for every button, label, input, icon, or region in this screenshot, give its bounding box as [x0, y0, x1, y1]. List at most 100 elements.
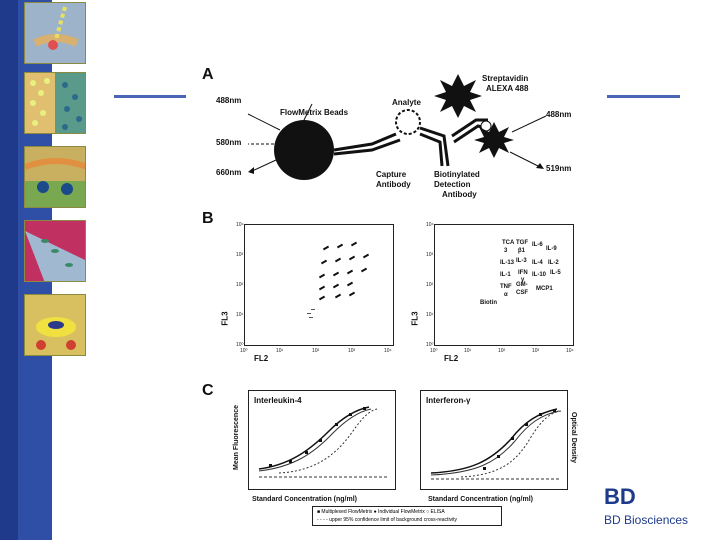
detect-label-1: Biotinylated — [434, 170, 480, 179]
panel-c-letter: C — [202, 382, 214, 399]
thumbnail-5 — [24, 294, 86, 356]
b-left-y-tick-1: 10¹ — [236, 312, 244, 318]
b-left-x-tick-1: 10¹ — [276, 348, 284, 354]
cyt-gm: GM- — [516, 282, 528, 288]
b-left-x-tick-2: 10² — [312, 348, 320, 354]
capture-label-1: Capture — [376, 170, 407, 179]
cyt-il3: IL-3 — [516, 258, 527, 264]
wavelength-488-right: 488nm — [546, 110, 572, 119]
b-left-x-tick-3: 10³ — [348, 348, 356, 354]
sidebar-edge — [0, 0, 18, 540]
detect-label-2: Detection — [434, 180, 471, 189]
thumbnail-2-art — [25, 73, 85, 133]
b-right-y-tick-3: 10³ — [426, 252, 434, 258]
scientific-figure: A 488nm 580nm 660nm FlowMetrix Beads Ana… — [196, 64, 590, 532]
panel-a-letter: A — [202, 66, 214, 83]
panel-a-diagram — [247, 74, 547, 180]
cyt-il4: IL-4 — [532, 260, 543, 266]
il4-elisa-curve — [278, 408, 378, 474]
curve-plot-right — [420, 390, 568, 490]
c-x-label-left: Standard Concentration (ng/ml) — [252, 496, 357, 503]
analyte-shape — [395, 109, 421, 135]
b-right-x-tick-0: 10⁰ — [430, 348, 438, 354]
cyt-biotin: Biotin — [480, 300, 497, 306]
thumbnail-4-art — [25, 221, 85, 281]
dotplot-left-dots — [307, 241, 370, 318]
thumbnail-5-art — [25, 295, 85, 355]
curve-plot-left-lines — [258, 406, 389, 478]
cyt-il1: IL-1 — [500, 272, 511, 278]
b-right-x-tick-4: 10⁴ — [566, 348, 574, 354]
wavelength-488-left: 488nm — [216, 96, 242, 105]
curve-plot-left — [248, 390, 396, 490]
cyt-csf: CSF — [516, 290, 528, 296]
b-right-y-tick-2: 10² — [426, 282, 434, 288]
detection-antibody-left — [419, 126, 450, 167]
b-right-x-tick-3: 10³ — [532, 348, 540, 354]
bd-logo: BD — [604, 484, 636, 509]
bd-biosciences-label: BD Biosciences — [604, 513, 689, 527]
b-right-y-tick-0: 10⁰ — [426, 342, 434, 348]
capture-antibody — [333, 132, 401, 156]
b-left-x-tick-4: 10⁴ — [384, 348, 392, 354]
laser-488-arrow — [247, 113, 281, 131]
cyt-tgf: TGF — [516, 240, 528, 246]
b-left-y-tick-2: 10² — [236, 282, 244, 288]
thumbnail-3-art — [25, 147, 85, 207]
wavelength-580: 580nm — [216, 138, 242, 147]
cyt-il9: IL-9 — [546, 246, 557, 252]
b-right-x-label: FL2 — [444, 354, 459, 363]
cyt-il13: IL-13 — [500, 260, 515, 266]
thumbnail-1-art — [25, 3, 85, 63]
legend-map-box — [434, 224, 574, 346]
strep-label-2: ALEXA 488 — [486, 84, 529, 93]
panel-c-legend: ■ Multiplexed FlowMetrix ● Individual Fl… — [312, 506, 502, 526]
cyt-il10: IL-10 — [532, 272, 547, 278]
analyte-label: Analyte — [392, 98, 421, 107]
accent-line-right — [607, 95, 680, 98]
ifn-elisa-curve — [460, 410, 562, 478]
b-right-x-tick-2: 10² — [498, 348, 506, 354]
b-left-x-label: FL2 — [254, 354, 269, 363]
streptavidin-star-1 — [434, 74, 482, 118]
cyt-tnf-alpha: α — [504, 292, 508, 298]
legend-line-1: ■ Multiplexed FlowMetrix ● Individual Fl… — [317, 509, 445, 515]
emission-660-arrow — [249, 159, 277, 173]
curve-plot-right-lines — [430, 408, 562, 480]
laser-488-right-arrow — [511, 115, 547, 133]
thumbnail-2 — [24, 72, 86, 134]
b-left-y-tick-4: 10⁴ — [236, 222, 244, 228]
strep-label-1: Streptavidin — [482, 74, 529, 83]
il4-multiplex-curve — [258, 406, 370, 470]
thumbnail-3 — [24, 146, 86, 208]
b-right-y-tick-1: 10¹ — [426, 312, 434, 318]
wavelength-519: 519nm — [546, 164, 572, 173]
b-left-y-tick-0: 10⁰ — [236, 342, 244, 348]
cyt-mcp1: MCP1 — [536, 286, 553, 292]
c-x-label-right: Standard Concentration (ng/ml) — [428, 496, 533, 503]
wavelength-660: 660nm — [216, 168, 242, 177]
b-left-x-tick-0: 10⁰ — [240, 348, 248, 354]
detect-label-3: Antibody — [442, 190, 477, 199]
il4-individual-curve — [258, 408, 372, 472]
cyt-tca: TCA — [502, 240, 515, 246]
il4-title: Interleukin-4 — [254, 396, 302, 405]
b-right-y-tick-4: 10⁴ — [426, 222, 434, 228]
b-left-y-label: FL3 — [220, 311, 230, 326]
c-y-right-label: Optical Density — [569, 412, 577, 463]
cyt-il6: IL-6 — [532, 242, 543, 248]
bead-circle — [274, 120, 334, 180]
b-right-x-tick-1: 10¹ — [464, 348, 472, 354]
b-left-y-tick-3: 10³ — [236, 252, 244, 258]
emission-519-arrow — [509, 151, 543, 169]
cyt-tnf: TNF — [500, 284, 512, 290]
panel-b-letter: B — [202, 210, 214, 227]
cyt-il2: IL-2 — [548, 260, 559, 266]
cyt-il5: IL-5 — [550, 270, 561, 276]
c-y-left-label: Mean Fluorescence — [232, 405, 240, 470]
dotplot-left — [244, 224, 394, 346]
thumbnail-1 — [24, 2, 86, 64]
ifn-title: Interferon-γ — [426, 396, 471, 405]
beads-label: FlowMetrix Beads — [280, 108, 349, 117]
cyt-tgf-b1: β1 — [518, 248, 525, 254]
